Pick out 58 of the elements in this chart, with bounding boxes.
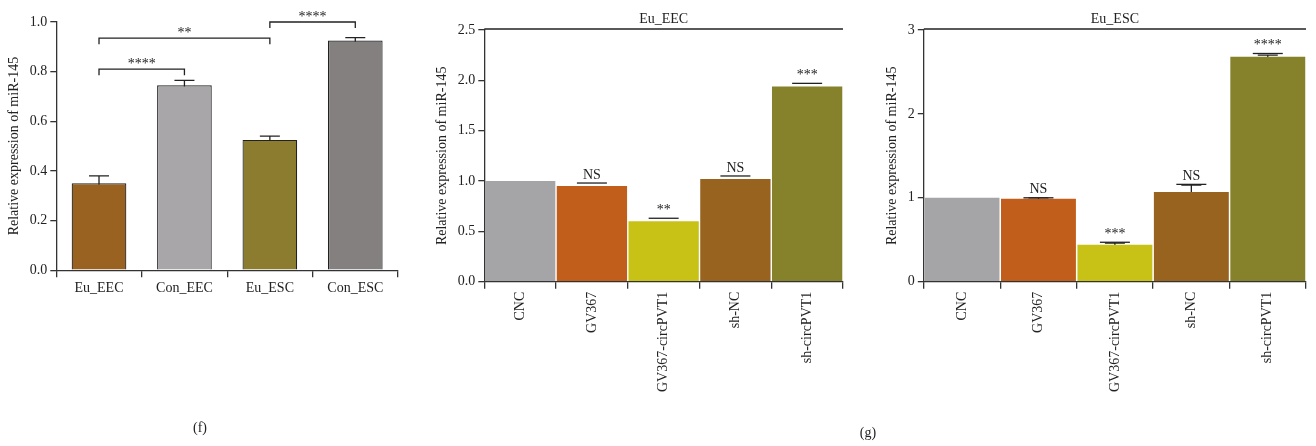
x-tick-label: sh-NC (1183, 291, 1199, 329)
annotation: NS (1029, 181, 1048, 197)
bar (1230, 56, 1306, 282)
y-tick-label: 2.0 (457, 72, 476, 88)
y-tick-label: 1.0 (457, 172, 476, 188)
text: (g) (859, 425, 877, 441)
annotation: **** (1253, 37, 1282, 53)
x-tick-label: Con_ESC (327, 280, 384, 296)
x-tick-label: Con_EEC (156, 280, 213, 296)
annotation: NS (582, 166, 601, 182)
y-tick-label: 0.4 (29, 162, 48, 178)
y-tick-label: 0.0 (457, 273, 476, 289)
y-tick-label: 0.6 (29, 112, 48, 128)
annotation: **** (127, 55, 156, 71)
x-tick-label: sh-circPVT1 (798, 291, 814, 364)
annotation: NS (726, 159, 745, 175)
bar (1001, 198, 1076, 282)
text: Eu_ESC (1090, 10, 1140, 26)
annotation: ** (656, 201, 671, 217)
x-tick-label: GV367 (1030, 291, 1046, 333)
y-tick-label: 0.2 (29, 212, 48, 228)
text: (f) (193, 420, 207, 436)
annotation: ** (177, 24, 192, 40)
y-tick-label: 0.8 (29, 63, 48, 79)
bar (1077, 244, 1153, 282)
annotation: NS (1182, 168, 1201, 184)
x-tick-label: sh-NC (727, 291, 743, 329)
bar (1153, 191, 1229, 282)
bar (556, 186, 628, 282)
bar (485, 181, 556, 282)
y-axis-title: Relative expression of miR-145 (434, 66, 450, 246)
x-tick-label: Eu_ESC (245, 280, 294, 296)
y-tick-label: 0 (907, 273, 915, 289)
y-tick-label: 2.5 (457, 21, 476, 37)
x-tick-label: sh-circPVT1 (1259, 291, 1275, 364)
y-tick-label: 0.5 (457, 223, 476, 239)
y-tick-label: 1 (907, 189, 915, 205)
y-tick-label: 1.0 (29, 13, 48, 29)
annotation: **** (298, 8, 327, 24)
x-tick-label: CNC (953, 291, 969, 321)
text: Eu_EEC (639, 10, 689, 26)
y-tick-label: 0.0 (29, 261, 48, 277)
x-tick-label: GV367-circPVT1 (655, 291, 671, 392)
x-tick-label: Eu_EEC (74, 280, 124, 296)
y-tick-label: 3 (907, 21, 915, 37)
bar (771, 86, 843, 282)
annotation: *** (796, 67, 818, 83)
y-tick-label: 2 (907, 105, 915, 121)
bar (700, 179, 771, 282)
y-axis-title: Relative expression of miR-145 (6, 56, 22, 236)
x-tick-label: GV367-circPVT1 (1106, 291, 1122, 392)
bar (924, 197, 1000, 282)
y-axis-title: Relative expression of miR-145 (884, 66, 900, 246)
x-tick-label: CNC (511, 291, 527, 321)
annotation: *** (1104, 225, 1126, 241)
bar (628, 221, 699, 282)
y-tick-label: 1.5 (457, 122, 476, 138)
x-tick-label: GV367 (583, 291, 599, 333)
